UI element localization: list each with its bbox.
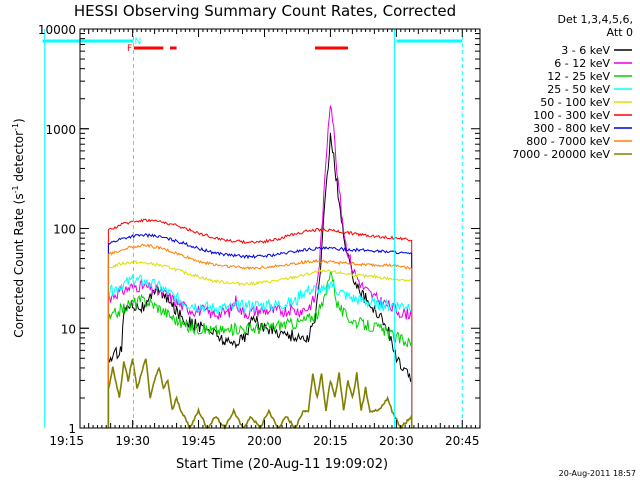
y-axis-label-end: ) [12, 118, 26, 123]
x-tick-label: 19:15 [49, 434, 84, 448]
plot-frame [79, 28, 481, 429]
series-line-8 [107, 358, 413, 431]
legend-label-0: 3 - 6 keV [561, 44, 610, 57]
series-line-1 [107, 105, 413, 428]
legend-label-1: 6 - 12 keV [554, 57, 610, 70]
y-tick-label: 1000 [45, 123, 76, 137]
night-flag-label: N [135, 37, 142, 47]
axes: 1 10 100 1000 10000 19:15 19:30 19:45 20:00 20:15… [38, 23, 481, 448]
x-tick-label: 20:00 [247, 434, 282, 448]
legend-header-2: Att 0 [607, 26, 633, 39]
series-layer [107, 105, 413, 431]
x-tick-label: 20:45 [445, 434, 480, 448]
legend-label-8: 7000 - 20000 keV [512, 148, 610, 161]
timestamp: 20-Aug-2011 18:57 [559, 469, 636, 478]
y-axis-label: Corrected Count Rate (s-1 detector-1) [11, 118, 26, 337]
legend-label-6: 300 - 800 keV [533, 122, 610, 135]
y-axis-label-mid: detector [12, 131, 26, 186]
y-tick-label: 1 [68, 422, 76, 436]
series-line-2 [107, 271, 413, 428]
x-tick-label: 19:45 [181, 434, 216, 448]
y-tick-label: 10 [61, 322, 76, 336]
x-tick-label: 20:15 [313, 434, 348, 448]
legend-label-5: 100 - 300 keV [533, 109, 610, 122]
flare-flag-label: F [127, 44, 132, 54]
series-line-7 [107, 243, 413, 428]
legend-label-2: 12 - 25 keV [547, 70, 610, 83]
x-tick-label: 19:30 [115, 434, 150, 448]
x-tick-label: 20:30 [379, 434, 414, 448]
y-axis-label-main: Corrected Count Rate (s [12, 193, 26, 337]
y-tick-label: 100 [53, 223, 76, 237]
legend-label-7: 800 - 7000 keV [526, 135, 610, 148]
flags-layer: FN [42, 29, 463, 428]
chart-title: HESSI Observing Summary Count Rates, Cor… [74, 2, 456, 20]
series-line-4 [107, 260, 413, 428]
y-axis-label-exp1: -1 [11, 185, 20, 193]
y-tick-label: 10000 [38, 23, 76, 37]
legend-label-3: 25 - 50 keV [547, 83, 610, 96]
legend-header-1: Det 1,3,4,5,6, [557, 13, 633, 26]
legend-label-4: 50 - 100 keV [540, 96, 610, 109]
series-line-6 [107, 233, 413, 428]
y-axis-label-exp2: -1 [11, 123, 20, 131]
series-line-3 [107, 274, 413, 428]
series-line-5 [107, 218, 413, 428]
x-axis-label: Start Time (20-Aug-11 19:09:02) [176, 457, 388, 472]
